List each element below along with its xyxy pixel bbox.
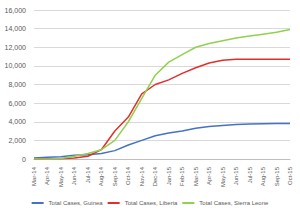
svg-text:16,000: 16,000 <box>5 7 27 14</box>
svg-text:Aug-15: Aug-15 <box>260 166 266 186</box>
svg-text:Jun-15: Jun-15 <box>233 166 239 185</box>
svg-text:2,000: 2,000 <box>8 137 26 144</box>
svg-text:Sep-15: Sep-15 <box>274 166 280 186</box>
svg-text:Total Cases, Sierra Leone: Total Cases, Sierra Leone <box>199 200 269 206</box>
svg-text:Jul-14: Jul-14 <box>85 166 91 183</box>
svg-text:May-14: May-14 <box>58 166 64 187</box>
svg-text:May-15: May-15 <box>220 166 226 187</box>
svg-text:Jan-15: Jan-15 <box>166 166 172 185</box>
svg-text:Mar-15: Mar-15 <box>193 166 199 186</box>
svg-text:Oct-15: Oct-15 <box>287 166 293 185</box>
svg-text:Aug-14: Aug-14 <box>98 166 104 186</box>
svg-text:Apr-15: Apr-15 <box>206 166 212 185</box>
svg-text:8,000: 8,000 <box>8 81 26 88</box>
svg-text:Sep-14: Sep-14 <box>112 166 118 186</box>
svg-text:6,000: 6,000 <box>8 100 26 107</box>
svg-text:0: 0 <box>22 156 26 163</box>
svg-text:Nov-14: Nov-14 <box>139 166 145 186</box>
svg-text:Mar-14: Mar-14 <box>31 166 37 186</box>
svg-text:4,000: 4,000 <box>8 118 26 125</box>
svg-text:Jul-15: Jul-15 <box>247 166 253 183</box>
svg-text:14,000: 14,000 <box>5 25 27 32</box>
svg-text:Dec-14: Dec-14 <box>152 166 158 186</box>
svg-text:12,000: 12,000 <box>5 44 27 51</box>
svg-text:10,000: 10,000 <box>5 62 27 69</box>
svg-text:Total Cases, Liberia: Total Cases, Liberia <box>125 200 178 206</box>
svg-text:Apr-14: Apr-14 <box>44 166 50 185</box>
svg-text:Oct-14: Oct-14 <box>125 166 131 185</box>
svg-text:Total Cases, Guinea: Total Cases, Guinea <box>49 200 104 206</box>
svg-text:Jun-14: Jun-14 <box>71 166 77 185</box>
svg-text:Feb-15: Feb-15 <box>179 166 185 186</box>
